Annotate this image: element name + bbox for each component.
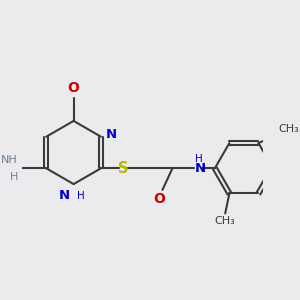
Text: N: N xyxy=(106,128,117,141)
Text: H: H xyxy=(195,154,202,164)
Text: H: H xyxy=(77,191,85,201)
Text: NH: NH xyxy=(1,155,18,165)
Text: N: N xyxy=(59,189,70,202)
Text: CH₃: CH₃ xyxy=(215,216,236,226)
Text: H: H xyxy=(10,172,18,182)
Text: N: N xyxy=(195,162,206,175)
Text: S: S xyxy=(118,161,129,176)
Text: O: O xyxy=(68,81,80,95)
Text: O: O xyxy=(153,192,165,206)
Text: CH₃: CH₃ xyxy=(278,124,299,134)
